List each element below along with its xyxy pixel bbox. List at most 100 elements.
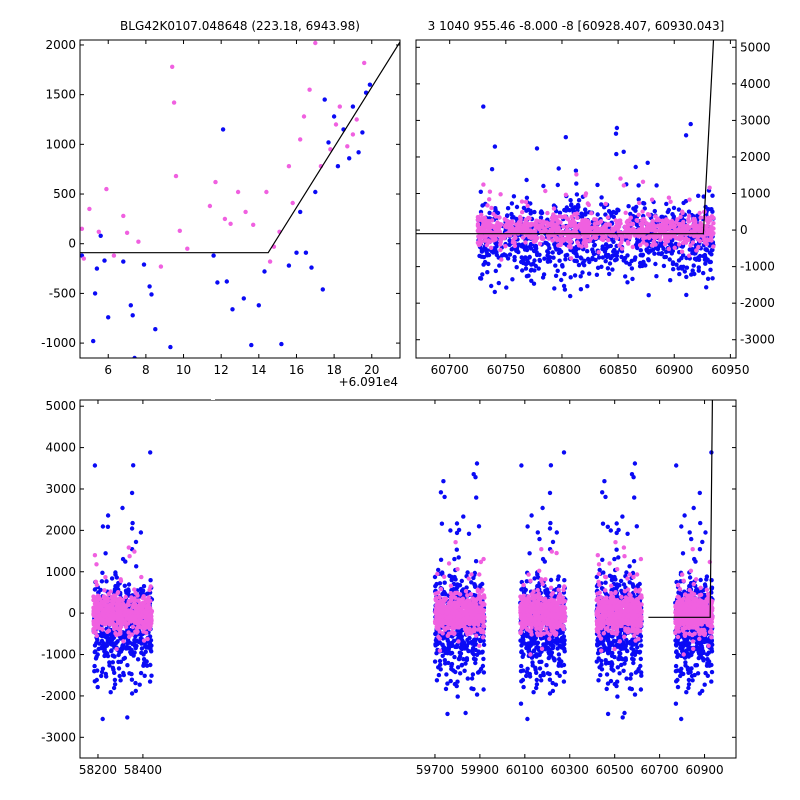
data-point	[213, 179, 218, 185]
data-point	[207, 203, 213, 209]
y-tick-label: 5000	[740, 40, 771, 54]
data-point	[520, 235, 526, 240]
data-point	[547, 526, 553, 531]
data-point	[532, 576, 537, 581]
data-point	[454, 547, 459, 552]
x-tick-label: 10	[176, 363, 191, 377]
data-point	[675, 654, 680, 659]
data-point	[711, 231, 716, 236]
data-point	[80, 226, 85, 231]
data-point	[442, 580, 447, 585]
data-point	[532, 258, 537, 263]
data-point	[303, 250, 309, 255]
data-point	[577, 234, 582, 240]
data-point	[638, 687, 644, 692]
y-tick-label: -1000	[41, 336, 76, 350]
data-point	[145, 591, 150, 596]
data-point	[686, 682, 692, 687]
data-point	[615, 665, 620, 670]
data-point	[548, 520, 553, 526]
data-point	[583, 193, 588, 198]
data-point	[103, 551, 108, 556]
data-point	[606, 209, 612, 214]
data-point	[549, 653, 554, 658]
data-point	[556, 574, 561, 579]
data-point	[170, 64, 175, 70]
data-point	[623, 656, 628, 661]
data-point	[606, 660, 611, 666]
data-point	[600, 255, 605, 260]
data-point	[504, 213, 510, 219]
data-point	[614, 257, 619, 262]
data-point	[561, 238, 567, 243]
data-point	[477, 242, 483, 247]
data-point	[451, 638, 457, 643]
data-point	[509, 220, 514, 226]
data-point	[471, 686, 476, 692]
data-point	[551, 212, 556, 217]
data-point	[594, 272, 600, 277]
data-point	[711, 221, 716, 226]
data-point	[687, 641, 692, 646]
data-point	[524, 195, 530, 200]
data-point	[516, 219, 522, 225]
data-point	[520, 654, 525, 659]
data-point	[149, 673, 154, 678]
data-point	[675, 684, 681, 690]
data-point	[608, 678, 614, 684]
data-point	[668, 278, 673, 283]
data-point	[575, 208, 580, 213]
data-point	[641, 260, 646, 266]
data-point	[683, 133, 689, 138]
data-point	[548, 463, 554, 468]
data-point	[491, 250, 496, 255]
data-point	[703, 530, 708, 535]
data-point	[654, 183, 659, 188]
data-point	[676, 207, 682, 212]
data-point	[652, 251, 657, 256]
data-point	[103, 575, 108, 580]
data-point	[547, 490, 553, 496]
data-point	[671, 214, 676, 219]
data-point	[607, 222, 612, 227]
data-point	[465, 570, 470, 575]
data-point	[612, 253, 618, 258]
data-point	[666, 246, 671, 252]
data-point	[682, 269, 687, 274]
data-point	[685, 667, 691, 672]
data-point	[294, 250, 299, 255]
data-point	[133, 688, 138, 694]
data-point	[481, 104, 486, 109]
data-point	[705, 220, 711, 225]
data-point	[129, 691, 135, 696]
panel-top-right: 3 1040 955.46 -8.000 -8 [60928.407, 6093…	[415, 19, 775, 377]
data-point	[707, 185, 712, 190]
data-point	[675, 217, 680, 222]
data-point	[667, 226, 672, 231]
data-point	[545, 210, 550, 216]
data-point	[141, 584, 147, 589]
data-point	[524, 177, 529, 183]
data-point	[614, 547, 619, 552]
data-point	[135, 657, 141, 662]
data-point	[550, 218, 555, 223]
data-point	[656, 244, 662, 249]
x-tick-label: 20	[364, 363, 379, 377]
data-point	[599, 264, 604, 269]
data-point	[617, 650, 622, 655]
data-point	[527, 674, 533, 679]
data-point	[537, 223, 542, 228]
data-point	[360, 130, 365, 135]
data-point	[123, 646, 129, 651]
data-point	[504, 218, 509, 223]
data-point	[696, 245, 701, 250]
x-tick-label: 14	[251, 363, 266, 377]
data-point	[565, 235, 571, 240]
data-point	[583, 207, 588, 212]
data-point	[535, 530, 540, 535]
data-point	[603, 242, 609, 247]
data-point	[521, 205, 527, 211]
data-point	[625, 531, 630, 536]
data-point	[649, 243, 655, 248]
data-point	[514, 265, 519, 270]
